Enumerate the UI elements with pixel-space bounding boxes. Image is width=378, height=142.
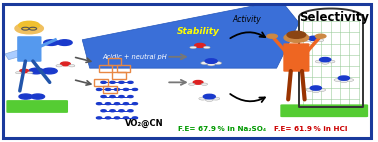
Circle shape: [96, 88, 102, 90]
Circle shape: [132, 117, 138, 119]
Circle shape: [322, 61, 329, 64]
Circle shape: [199, 97, 207, 100]
Circle shape: [201, 83, 208, 85]
Circle shape: [96, 117, 102, 119]
Text: Stability: Stability: [177, 27, 220, 36]
Circle shape: [44, 40, 59, 45]
Circle shape: [214, 62, 222, 65]
Circle shape: [189, 83, 195, 85]
Circle shape: [123, 117, 129, 119]
Text: Activity: Activity: [232, 15, 261, 24]
Circle shape: [31, 94, 45, 99]
Circle shape: [334, 79, 341, 81]
Circle shape: [56, 65, 62, 67]
Circle shape: [119, 110, 124, 112]
Circle shape: [205, 99, 213, 101]
Circle shape: [338, 76, 350, 80]
Circle shape: [115, 103, 119, 105]
Circle shape: [346, 79, 354, 81]
Text: F.E= 67.9 % in Na₂SO₄: F.E= 67.9 % in Na₂SO₄: [178, 126, 266, 132]
Circle shape: [110, 81, 115, 83]
Circle shape: [310, 86, 321, 90]
Circle shape: [119, 96, 124, 98]
Circle shape: [27, 72, 33, 74]
Circle shape: [105, 103, 111, 105]
Circle shape: [340, 80, 347, 83]
Circle shape: [207, 63, 215, 66]
Circle shape: [132, 103, 138, 105]
Circle shape: [42, 68, 57, 74]
Circle shape: [105, 88, 111, 90]
Circle shape: [110, 110, 115, 112]
Circle shape: [119, 81, 124, 83]
Circle shape: [190, 46, 197, 49]
Circle shape: [319, 58, 331, 62]
Circle shape: [57, 40, 72, 45]
Circle shape: [128, 81, 133, 83]
Circle shape: [316, 39, 324, 42]
Text: Selectivity: Selectivity: [299, 11, 370, 24]
Polygon shape: [5, 50, 19, 60]
Circle shape: [20, 69, 29, 73]
Circle shape: [110, 96, 115, 98]
Circle shape: [267, 34, 277, 38]
Text: VO₂@CN: VO₂@CN: [125, 119, 163, 128]
Circle shape: [205, 59, 217, 63]
Circle shape: [96, 103, 102, 105]
Circle shape: [306, 89, 313, 91]
Circle shape: [19, 94, 33, 99]
Circle shape: [316, 34, 326, 38]
Circle shape: [284, 33, 309, 42]
Circle shape: [308, 36, 319, 40]
Circle shape: [15, 72, 22, 74]
Circle shape: [195, 43, 205, 47]
Circle shape: [101, 96, 106, 98]
Circle shape: [115, 117, 119, 119]
FancyBboxPatch shape: [6, 100, 68, 113]
Circle shape: [115, 88, 119, 90]
Circle shape: [132, 88, 138, 90]
Circle shape: [312, 90, 319, 93]
Circle shape: [101, 81, 106, 83]
FancyBboxPatch shape: [280, 104, 368, 117]
Circle shape: [68, 65, 75, 67]
Circle shape: [128, 96, 133, 98]
Polygon shape: [82, 4, 299, 68]
Circle shape: [318, 89, 325, 91]
Circle shape: [60, 62, 70, 66]
Text: Acidic + neutral pH: Acidic + neutral pH: [102, 54, 167, 60]
Circle shape: [304, 39, 311, 42]
Circle shape: [193, 81, 203, 84]
Circle shape: [19, 21, 40, 29]
FancyBboxPatch shape: [283, 43, 310, 72]
Circle shape: [201, 62, 209, 65]
Circle shape: [203, 46, 210, 49]
Circle shape: [212, 97, 220, 100]
Circle shape: [328, 60, 335, 63]
Circle shape: [315, 60, 323, 63]
Circle shape: [123, 103, 129, 105]
Text: F.E= 61.9 % in HCl: F.E= 61.9 % in HCl: [274, 126, 347, 132]
Circle shape: [128, 110, 133, 112]
Circle shape: [203, 94, 215, 99]
Circle shape: [105, 117, 111, 119]
Circle shape: [310, 40, 318, 43]
Circle shape: [287, 31, 306, 38]
Circle shape: [15, 23, 43, 34]
Circle shape: [29, 68, 44, 74]
Circle shape: [101, 110, 106, 112]
FancyBboxPatch shape: [17, 36, 42, 62]
Circle shape: [123, 88, 129, 90]
